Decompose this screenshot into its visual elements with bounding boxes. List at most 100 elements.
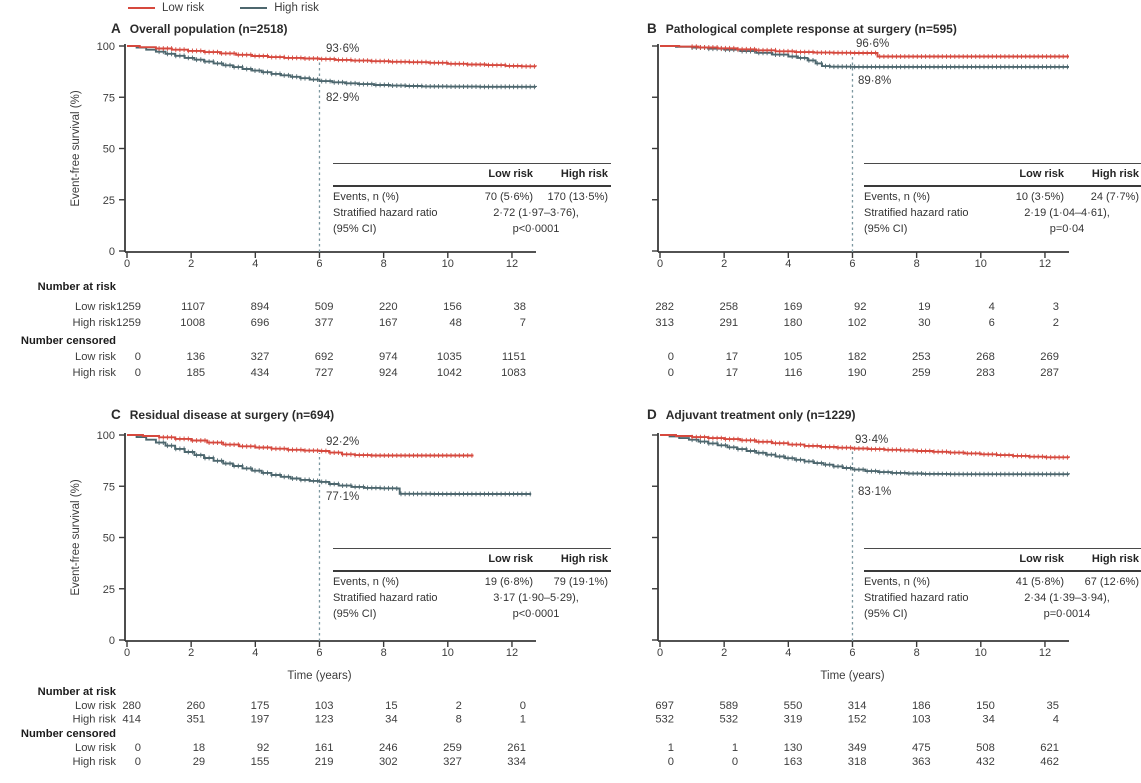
panel-title-text: Adjuvant treatment only (n=1229) [665, 408, 856, 422]
panel-d-risk-table: 697 589 550 314 186 150 35 532 532 319 152 103 34 4 1 1… [655, 700, 1059, 768]
x-tick-label: 0 [124, 647, 130, 659]
hr-value: 2·72 (1·97–3·76), [493, 207, 579, 219]
risk-count: 0 [520, 700, 526, 712]
risk-count: 1259 [116, 301, 141, 313]
risk-count: 0 [135, 367, 141, 379]
risk-row-label: Low risk [75, 301, 116, 313]
risk-count: 508 [976, 742, 995, 754]
risk-count: 4 [989, 301, 995, 313]
legend: Low risk High risk [128, 0, 319, 16]
risk-count: 155 [251, 756, 270, 768]
low-risk-curve [127, 434, 474, 457]
risk-count: 269 [1040, 351, 1059, 363]
risk-count: 318 [848, 756, 867, 768]
high-censor-marks [158, 49, 535, 90]
x-tick-label: 2 [188, 258, 194, 270]
panel-letter: C [111, 407, 121, 422]
risk-count: 0 [732, 756, 738, 768]
x-tick-label: 0 [657, 647, 663, 659]
risk-count: 169 [784, 301, 803, 313]
risk-count: 102 [848, 317, 867, 329]
low-censor-marks [158, 434, 473, 458]
risk-count: 259 [443, 742, 462, 754]
low-censor-marks [691, 44, 1068, 59]
risk-count: 327 [251, 351, 270, 363]
risk-row-label: Low risk [75, 700, 116, 712]
risk-count: 261 [507, 742, 526, 754]
y-axis-title: Event-free survival (%) [70, 90, 82, 206]
risk-count: 313 [655, 317, 674, 329]
risk-count: 48 [449, 317, 461, 329]
risk-row-label: Number censored [21, 728, 116, 740]
panel-c-risk-table: Number at risk Low risk 280 260 175 103 15 2 0 Hi… [21, 686, 526, 768]
panel-d-title: D Adjuvant treatment only (n=1229) [647, 407, 855, 422]
risk-count: 253 [912, 351, 931, 363]
events-low: 70 (5·6%) [484, 191, 533, 203]
risk-count: 1083 [501, 367, 526, 379]
y-tick-label: 75 [103, 92, 115, 104]
hr-value: 3·17 (1·90–5·29), [493, 592, 579, 604]
x-tick-label: 6 [316, 647, 322, 659]
risk-count: 1 [668, 742, 674, 754]
risk-count: 105 [784, 351, 803, 363]
risk-count: 220 [379, 301, 398, 313]
risk-row-label: High risk [72, 714, 116, 726]
y-axis-title: Event-free survival (%) [70, 479, 82, 595]
low-risk-line-swatch [128, 6, 155, 10]
risk-count: 18 [193, 742, 205, 754]
risk-count: 363 [912, 756, 931, 768]
risk-count: 246 [379, 742, 398, 754]
panel-b-plot: 0 2 4 6 8 10 12 [652, 44, 1069, 270]
events-label: Events, n (%) [864, 576, 931, 588]
risk-count: 190 [848, 367, 867, 379]
ci-label: (95% CI) [333, 223, 377, 235]
high-risk-line-swatch [240, 6, 268, 10]
risk-count: 974 [379, 351, 398, 363]
high-risk-curve [127, 434, 532, 495]
panel-d-plot: 0 2 4 6 8 10 12 Time (years) [652, 433, 1070, 682]
risk-count: 2 [1053, 317, 1059, 329]
stats-table-d: Low risk High risk Events, n (%) 41 (5·8%)… [864, 548, 1141, 622]
panel-title-text: Overall population (n=2518) [129, 22, 288, 36]
stats-col-low: Low risk [488, 168, 533, 180]
risk-count: 302 [379, 756, 398, 768]
x-tick-label: 8 [381, 258, 387, 270]
x-axis-title: Time (years) [820, 670, 884, 682]
y-tick-label: 25 [103, 195, 115, 207]
risk-count: 351 [186, 714, 205, 726]
stats-col-high: High risk [560, 553, 608, 565]
x-tick-label: 8 [381, 647, 387, 659]
risk-count: 130 [784, 742, 803, 754]
panel-a-plot: 100 75 50 25 00 2 4 6 8 10 12 Event-free survival (… [70, 41, 537, 270]
annotation-low-a: 93·6% [326, 43, 360, 55]
x-tick-label: 2 [721, 647, 727, 659]
risk-count: 182 [848, 351, 867, 363]
x-tick-label: 2 [721, 258, 727, 270]
x-tick-label: 12 [506, 258, 518, 270]
risk-row-label: Number at risk [38, 686, 117, 698]
hr-label: Stratified hazard ratio [333, 207, 438, 219]
risk-count: 2 [456, 700, 462, 712]
events-label: Events, n (%) [333, 191, 400, 203]
risk-count: 17 [726, 351, 738, 363]
risk-count: 327 [443, 756, 462, 768]
risk-count: 268 [976, 351, 995, 363]
p-value: p<0·0001 [512, 608, 560, 620]
hr-label: Stratified hazard ratio [864, 592, 969, 604]
risk-count: 29 [193, 756, 205, 768]
high-risk-curve [660, 434, 1070, 476]
risk-count: 589 [719, 700, 738, 712]
risk-count: 349 [848, 742, 867, 754]
x-tick-label: 12 [1039, 258, 1051, 270]
annotation-low-b: 96·6% [856, 38, 890, 50]
panel-letter: B [647, 21, 657, 36]
p-value: p=0·0014 [1043, 608, 1091, 620]
risk-count: 34 [385, 714, 397, 726]
annotation-low-d: 93·4% [855, 434, 889, 446]
y-tick-label: 100 [97, 430, 115, 442]
panel-c-plot: 100 75 50 25 00 2 4 6 8 10 12 Event-free survival (… [70, 430, 536, 682]
annotation-high-a: 82·9% [326, 92, 360, 104]
risk-row-label: Number at risk [38, 281, 117, 293]
panel-a-title: A Overall population (n=2518) [111, 21, 287, 36]
